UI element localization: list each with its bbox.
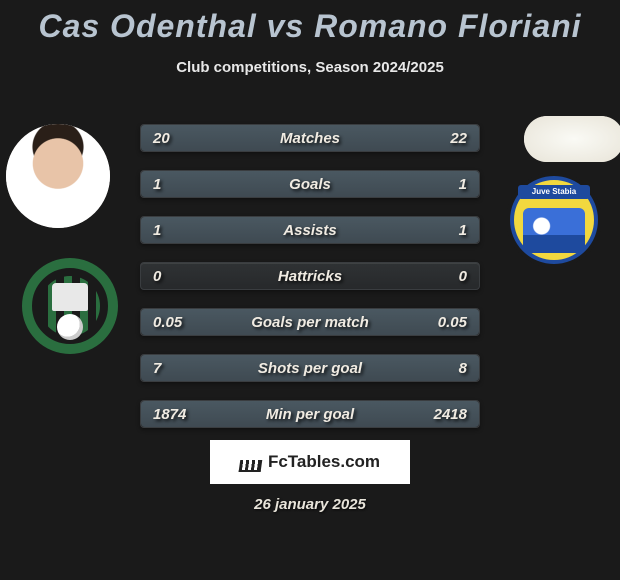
badge-banner: Juve Stabia [518, 185, 591, 199]
stat-value-left: 0 [153, 263, 161, 289]
date-label: 26 january 2025 [0, 496, 620, 513]
bar-fill-right [310, 171, 479, 197]
badge-tower-icon [52, 283, 88, 311]
bar-fill-right [300, 125, 479, 151]
stat-row: 2022Matches [140, 124, 480, 152]
stat-row: 78Shots per goal [140, 354, 480, 382]
stat-row: 0.050.05Goals per match [140, 308, 480, 336]
stat-row: 0 0Hattricks [140, 262, 480, 290]
club-badge-right: Juve Stabia [506, 172, 602, 268]
bar-fill-left [141, 401, 290, 427]
page-title: Cas Odenthal vs Romano Floriani [0, 8, 620, 45]
bar-fill-left [141, 125, 300, 151]
bar-fill-left [141, 171, 310, 197]
face-placeholder-icon [6, 124, 110, 228]
badge-wave-icon [523, 208, 584, 252]
subtitle: Club competitions, Season 2024/2025 [0, 59, 620, 76]
player-right-photo [524, 116, 620, 162]
source-logo: FcTables.com [210, 440, 410, 484]
stat-label: Hattricks [141, 263, 479, 289]
comparison-bars: 2022Matches 11Goals 11Assists 0 0Hattricks 0.… [140, 124, 480, 446]
chart-icon [239, 452, 264, 472]
bar-fill-left [141, 355, 300, 381]
bar-fill-right [310, 217, 479, 243]
stat-value-right: 0 [459, 263, 467, 289]
stat-row: 11Goals [140, 170, 480, 198]
bar-fill-right [300, 355, 479, 381]
bar-fill-right [310, 309, 479, 335]
bar-fill-left [141, 309, 310, 335]
badge-ball-icon [57, 314, 83, 340]
stat-row: 11Assists [140, 216, 480, 244]
club-badge-left [22, 258, 118, 354]
source-label: FcTables.com [268, 452, 380, 472]
bar-fill-left [141, 217, 310, 243]
comparison-infographic: Cas Odenthal vs Romano Floriani Club com… [0, 0, 620, 580]
bar-fill-right [290, 401, 479, 427]
player-left-photo [6, 124, 110, 228]
stat-row: 18742418Min per goal [140, 400, 480, 428]
